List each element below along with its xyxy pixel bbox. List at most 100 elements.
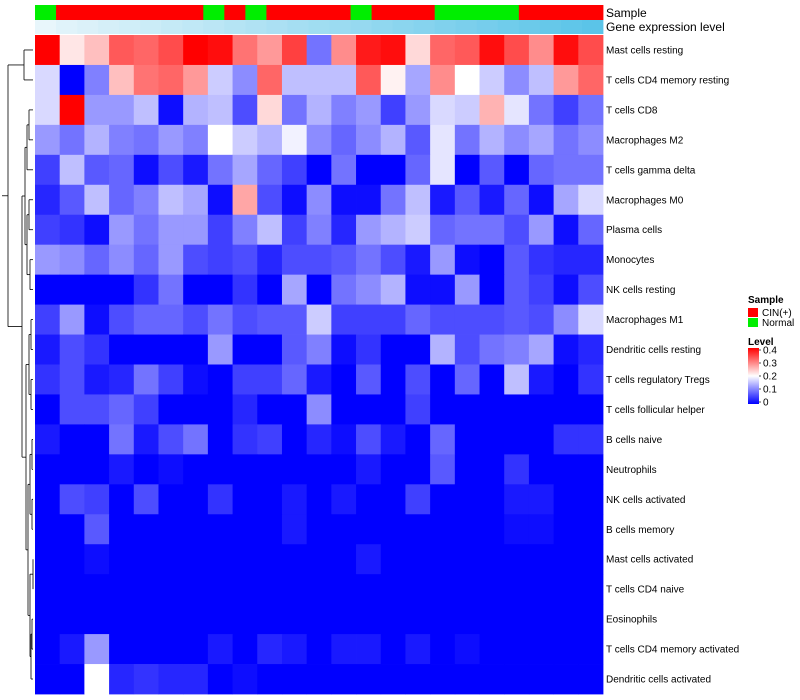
expression-annotation-cell: [539, 20, 562, 34]
heatmap-cell: [183, 454, 209, 485]
heatmap-cell: [553, 514, 579, 545]
sample-annotation-cell: [161, 5, 183, 20]
row-label: Macrophages M0: [606, 195, 684, 206]
expression-annotation-cell: [203, 20, 225, 34]
heatmap-cell: [232, 35, 258, 66]
heatmap-cell: [306, 334, 332, 365]
heatmap-cell: [109, 544, 135, 575]
heatmap-cell: [380, 35, 406, 66]
sample-annotation-cell: [434, 5, 457, 20]
sample-annotation-cell: [77, 5, 99, 20]
heatmap-cell: [454, 604, 480, 635]
heatmap-cell: [306, 664, 332, 695]
heatmap-cell: [430, 514, 456, 545]
heatmap-cell: [158, 394, 184, 425]
heatmap-cell: [158, 184, 184, 216]
heatmap-cell: [578, 364, 604, 395]
row-label: Monocytes: [606, 255, 654, 266]
heatmap-cell: [158, 424, 184, 455]
sample-annotation-cell: [539, 5, 562, 20]
heatmap-cell: [109, 484, 135, 515]
heatmap-cell: [158, 544, 184, 575]
heatmap-cell: [35, 394, 61, 425]
heatmap-cell: [578, 274, 604, 305]
heatmap-cell: [479, 304, 505, 335]
sample-annotation-cell: [119, 5, 141, 20]
heatmap-cell: [183, 64, 209, 96]
heatmap-cell: [232, 544, 258, 575]
heatmap-cell: [553, 35, 579, 66]
heatmap-cell: [257, 35, 283, 66]
heatmap-cell: [578, 35, 604, 66]
heatmap-cell: [331, 394, 357, 425]
heatmap-cell: [207, 214, 233, 246]
heatmap-cell: [578, 514, 604, 545]
heatmap-cell: [331, 664, 357, 695]
heatmap-cell: [35, 574, 61, 605]
heatmap-cell: [380, 514, 406, 545]
heatmap-cell: [59, 334, 85, 365]
heatmap-cell: [479, 364, 505, 395]
heatmap-cell: [84, 154, 110, 186]
row-label: T cells follicular helper: [606, 405, 705, 416]
heatmap-cell: [84, 364, 110, 395]
heatmap-cell: [504, 604, 530, 635]
heatmap-cell: [528, 514, 555, 545]
heatmap-cell: [528, 574, 555, 605]
heatmap-cell: [59, 94, 85, 126]
sample-annotation-cell: [518, 5, 541, 20]
heatmap-cell: [430, 334, 456, 365]
heatmap-cell: [232, 64, 258, 96]
heatmap-cell: [578, 184, 604, 216]
heatmap-cell: [553, 304, 579, 335]
heatmap-cell: [479, 154, 505, 186]
heatmap-cell: [553, 424, 579, 455]
heatmap-cell: [331, 124, 357, 156]
heatmap-cell: [133, 514, 159, 545]
row-labels: Mast cells resting T cells CD4 memory res…: [606, 46, 739, 686]
heatmap-cell: [430, 574, 456, 605]
heatmap-cell: [380, 304, 406, 335]
heatmap-cell: [109, 514, 135, 545]
heatmap-cell: [380, 214, 406, 246]
row-label: Dendritic cells resting: [606, 345, 701, 356]
heatmap-cell: [109, 634, 135, 665]
heatmap-cell: [232, 394, 258, 425]
heatmap-cell: [553, 184, 579, 216]
sample-annotation-cell: [455, 5, 478, 20]
heatmap-cell: [504, 454, 530, 485]
heatmap-cell: [207, 304, 233, 335]
expression-annotation-cell: [245, 20, 267, 34]
heatmap-cell: [281, 574, 308, 605]
expression-annotation-cell: [35, 20, 57, 34]
heatmap-cell: [207, 124, 233, 156]
heatmap-cell: [207, 154, 233, 186]
heatmap-cell: [528, 184, 555, 216]
heatmap-cell: [183, 334, 209, 365]
heatmap-cell: [356, 454, 382, 485]
expression-annotation-cell: [434, 20, 457, 34]
heatmap-cell: [133, 574, 159, 605]
heatmap-cell: [84, 394, 110, 425]
heatmap-cell: [553, 574, 579, 605]
heatmap-cell: [281, 424, 308, 455]
row-label: T cells regulatory Tregs: [606, 375, 710, 386]
heatmap-cell: [158, 304, 184, 335]
heatmap-cell: [158, 484, 184, 515]
heatmap-cell: [133, 124, 159, 156]
heatmap-cell: [578, 544, 604, 575]
expression-annotation-cell: [119, 20, 141, 34]
heatmap-cell: [232, 604, 258, 635]
heatmap-cell: [454, 484, 480, 515]
heatmap-cell: [207, 394, 233, 425]
heatmap-cell: [380, 574, 406, 605]
heatmap-cell: [133, 304, 159, 335]
heatmap-cell: [232, 244, 258, 276]
heatmap-cell: [553, 484, 579, 515]
heatmap-cell: [183, 304, 209, 335]
heatmap-cell: [158, 664, 184, 695]
heatmap-cell: [380, 64, 406, 96]
heatmap-cell: [405, 454, 431, 485]
heatmap-cell: [306, 214, 332, 246]
heatmap-cell: [405, 544, 431, 575]
